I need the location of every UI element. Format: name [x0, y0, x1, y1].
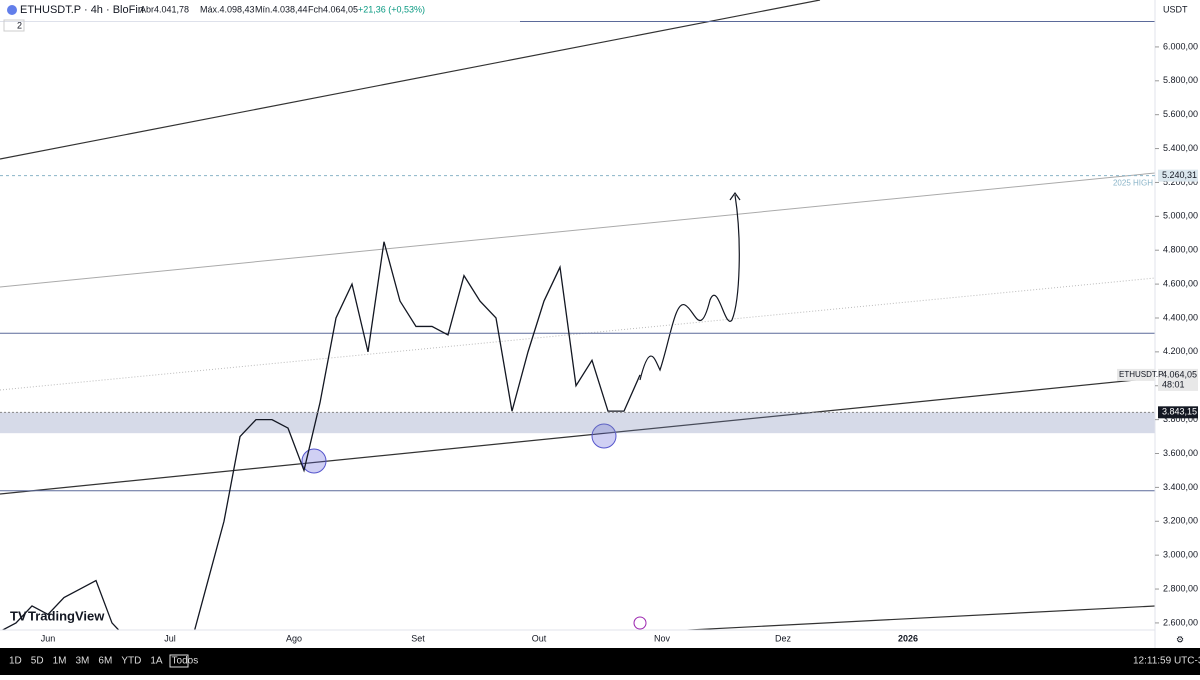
support-tag — [1158, 406, 1198, 419]
open: Abr4.041,78 — [140, 4, 189, 14]
y-tick-label: 4.400,00 — [1163, 312, 1198, 322]
trend-line — [0, 0, 821, 160]
y-tick-label: 3.800,00 — [1163, 414, 1198, 424]
x-tick-label: Out — [532, 633, 547, 643]
y-tick-label: 2.600,00 — [1163, 617, 1198, 627]
x-tick-label: Jun — [41, 633, 56, 643]
range-button[interactable]: 6M — [98, 656, 112, 667]
range-button[interactable]: 1A — [150, 656, 163, 667]
trend-line — [0, 172, 1155, 288]
y-tick-label: 2.800,00 — [1163, 583, 1198, 593]
support-label: 3.843,15 — [1162, 407, 1197, 417]
y-tick-label: 5.400,00 — [1163, 143, 1198, 153]
y-tick-label: 3.400,00 — [1163, 482, 1198, 492]
support-zone — [0, 412, 1155, 434]
high-tag — [1158, 169, 1198, 182]
bottom-bar — [0, 648, 1200, 675]
range-button[interactable]: 1M — [53, 656, 67, 667]
indicator-count: 2 — [17, 20, 22, 30]
change: +21,36 (+0,53%) — [358, 4, 425, 14]
high-name: 2025 HIGH — [1113, 179, 1153, 188]
y-tick-label: 5.800,00 — [1163, 75, 1198, 85]
projection-arrow — [639, 191, 741, 381]
highlight-circle — [591, 423, 617, 449]
last-price-tag — [1158, 368, 1198, 391]
y-tick-label: 6.000,00 — [1163, 41, 1198, 51]
countdown: 48:01 — [1162, 379, 1185, 389]
drawings — [0, 0, 1155, 630]
range-button[interactable]: YTD — [121, 656, 141, 667]
range-button[interactable]: 5D — [31, 656, 44, 667]
indicator-toggle[interactable] — [3, 19, 25, 32]
x-tick-label: Jul — [164, 633, 176, 643]
y-tick-label: 3.600,00 — [1163, 448, 1198, 458]
x-tick-label: Ago — [286, 633, 302, 643]
x-tick-label: Dez — [775, 633, 792, 643]
y-tick-label: 4.200,00 — [1163, 346, 1198, 356]
last-price-label: 4.064,05 — [1162, 369, 1197, 379]
price-line — [1, 241, 641, 630]
y-tick-label: 5.000,00 — [1163, 211, 1198, 221]
legend-bg — [0, 0, 520, 32]
x-tick-label: 2026 — [898, 633, 918, 643]
symbol[interactable]: ETHUSDT.P · 4h · BloFin — [20, 4, 144, 16]
currency: USDT — [1163, 4, 1188, 14]
symbol-tag — [1117, 368, 1155, 381]
trend-line — [677, 605, 1155, 630]
logo-mark: TV — [10, 608, 27, 623]
x-tick-label: Set — [411, 633, 425, 643]
high: Máx.4.098,43 — [200, 4, 255, 14]
y-tick-label: 4.600,00 — [1163, 278, 1198, 288]
low: Mín.4.038,44 — [255, 4, 308, 14]
range-button[interactable]: 1D — [9, 656, 22, 667]
y-tick-label: 3.200,00 — [1163, 516, 1198, 526]
y-tick-label: 5.600,00 — [1163, 109, 1198, 119]
symbol-icon — [7, 5, 17, 15]
symbol-tag-label: ETHUSDT.P — [1119, 370, 1163, 379]
range-button[interactable]: 3M — [76, 656, 90, 667]
logo: TradingView — [28, 608, 105, 623]
y-tick-label: 4.800,00 — [1163, 245, 1198, 255]
clock: 12:11:59 UTC-3 — [1133, 656, 1200, 667]
high-label: 5.240,31 — [1162, 170, 1197, 180]
x-tick-label: Nov — [654, 633, 671, 643]
event-icon[interactable] — [633, 616, 647, 630]
close: Fch4.064,05 — [308, 4, 358, 14]
settings-icon[interactable]: ⚙ — [1176, 634, 1184, 644]
y-tick-label: 5.200,00 — [1163, 177, 1198, 187]
trend-line — [0, 377, 1155, 495]
range-button[interactable]: Todos — [172, 656, 199, 667]
date-range-icon[interactable] — [169, 654, 189, 668]
y-tick-label: 3.000,00 — [1163, 550, 1198, 560]
